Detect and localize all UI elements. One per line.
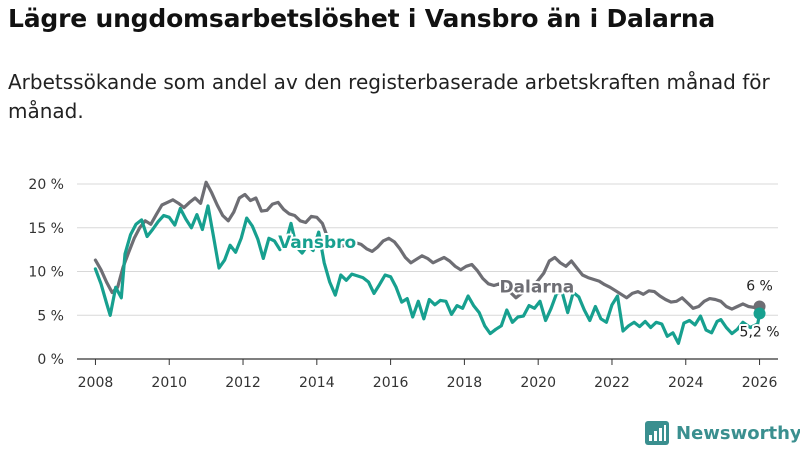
dalarna-series-label: Dalarna (499, 278, 574, 298)
chart-title: Lägre ungdomsarbetslöshet i Vansbro än i… (8, 4, 716, 33)
newsworthy-logo-icon (645, 421, 669, 445)
x-tick-label: 2016 (373, 375, 409, 391)
dalarna-end-label-halo: 6 % (746, 279, 773, 295)
y-tick-label: 0 % (37, 352, 64, 368)
x-tick-label: 2012 (225, 375, 261, 391)
dalarna-series-label-halo: Dalarna (499, 278, 574, 298)
x-tick-label: 2010 (151, 375, 187, 391)
dalarna-end-label: 6 % (746, 279, 773, 295)
vansbro-series-line (93, 204, 762, 345)
x-tick-label: 2024 (668, 375, 704, 391)
vansbro-end-label-halo: 5,2 % (740, 325, 780, 341)
x-tick-label: 2022 (594, 375, 630, 391)
vansbro-end-label: 5,2 % (740, 325, 780, 341)
x-tick-label: 2008 (78, 375, 114, 391)
tick-layer: 0 % 5 % 10 % 15 % 20 % 2008 2010 2012 2014 2016 20… (28, 177, 777, 391)
y-tick-label: 5 % (37, 308, 64, 324)
grid-layer (77, 183, 778, 360)
vansbro-series-label: Vansbro (278, 233, 356, 253)
series-layer (93, 180, 766, 345)
dalarna-series-line (93, 180, 762, 311)
vansbro-end-marker (753, 307, 766, 320)
x-tick-label: 2020 (520, 375, 556, 391)
x-tick-label: 2018 (447, 375, 483, 391)
y-tick-label: 20 % (28, 177, 64, 193)
x-tick-label: 2026 (742, 375, 778, 391)
chart-subtitle: Arbetssökande som andel av den registerb… (8, 70, 770, 123)
newsworthy-logo-text: Newsworthy (676, 422, 800, 444)
newsworthy-logo: Newsworthy (644, 420, 800, 446)
vansbro-series-label-halo: Vansbro (278, 233, 356, 253)
y-tick-label: 10 % (28, 265, 64, 281)
x-tick-label: 2014 (299, 375, 335, 391)
y-tick-label: 15 % (28, 221, 64, 237)
